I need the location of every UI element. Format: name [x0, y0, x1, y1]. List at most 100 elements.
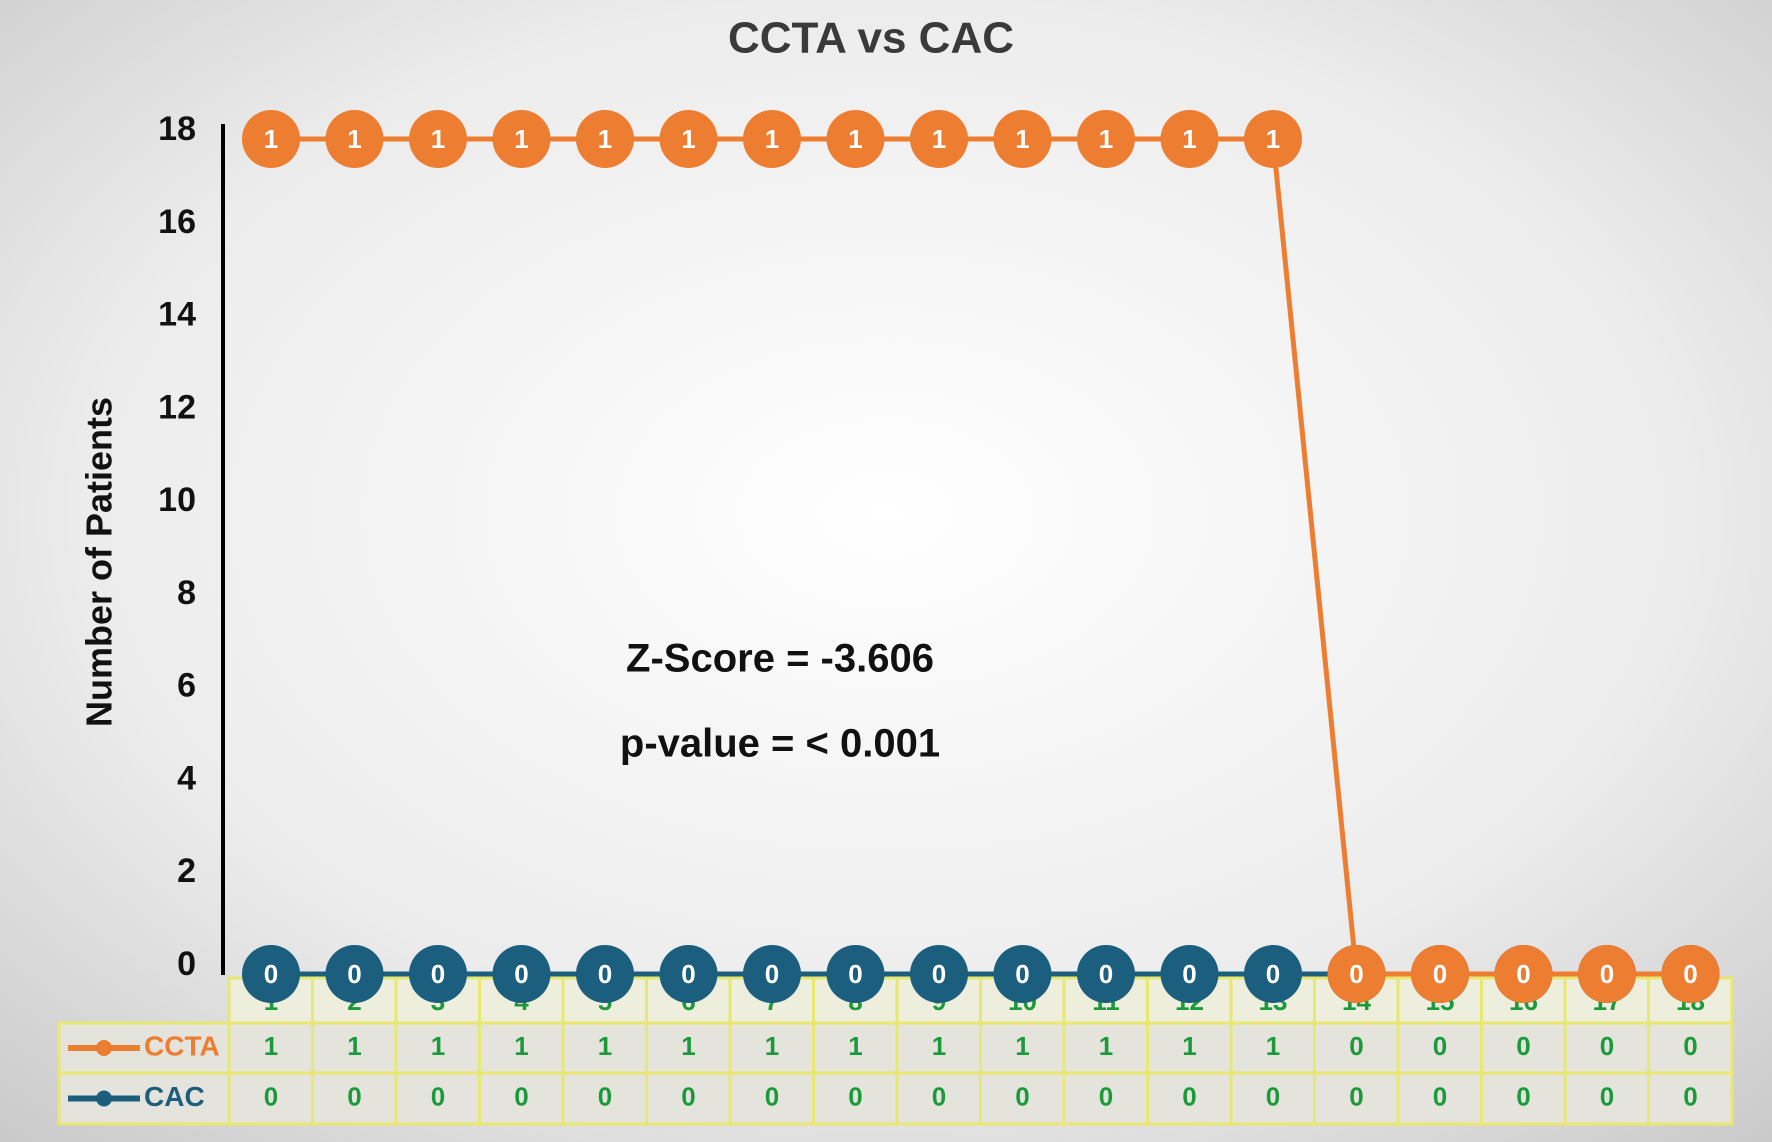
data-label: 0	[681, 959, 695, 989]
annotation: p-value = < 0.001	[620, 722, 940, 766]
data-label: 0	[1516, 959, 1530, 989]
data-label: 1	[598, 124, 612, 154]
legend-label: CCTA	[144, 1030, 220, 1061]
data-label: 0	[1349, 959, 1363, 989]
data-label: 0	[932, 959, 946, 989]
data-point	[659, 110, 718, 168]
data-point	[409, 945, 467, 1003]
data-point	[1327, 945, 1386, 1003]
data-label: 1	[1099, 124, 1113, 154]
data-label: 0	[1683, 959, 1697, 989]
table-cell: 0	[1516, 1081, 1530, 1111]
data-point	[910, 110, 968, 168]
data-label: 1	[681, 124, 695, 154]
y-tick-label: 12	[158, 388, 196, 426]
table-cell: 0	[1516, 1031, 1530, 1061]
legend-marker	[96, 1090, 112, 1107]
data-point	[1578, 945, 1636, 1003]
table-cell: 0	[1015, 1081, 1029, 1111]
table-cell: 0	[1600, 1081, 1614, 1111]
data-label: 1	[431, 124, 445, 154]
table-cell: 0	[347, 1081, 361, 1111]
data-label: 1	[264, 124, 278, 154]
table-cell: 0	[1349, 1031, 1363, 1061]
chart-title: CCTA vs CAC	[728, 14, 1014, 63]
data-label: 0	[431, 959, 445, 989]
legend-label: CAC	[144, 1081, 205, 1112]
table-cell: 0	[765, 1081, 779, 1111]
table-cell: 0	[681, 1081, 695, 1111]
data-point	[1494, 945, 1553, 1003]
table-cell: 1	[598, 1031, 612, 1061]
table-cell: 1	[347, 1031, 361, 1061]
y-tick-label: 14	[158, 296, 196, 334]
table-cell: 1	[1015, 1031, 1029, 1061]
data-label: 1	[932, 124, 946, 154]
y-tick-label: 10	[158, 481, 196, 519]
data-label: 1	[848, 124, 862, 154]
table-cell: 0	[514, 1081, 528, 1111]
table-cell: 1	[514, 1031, 528, 1061]
table-cell: 0	[431, 1081, 445, 1111]
data-point	[492, 945, 551, 1003]
table-cell: 1	[848, 1031, 862, 1061]
data-point	[1411, 945, 1469, 1003]
data-label: 0	[1015, 959, 1029, 989]
data-label: 0	[848, 959, 862, 989]
data-point	[576, 110, 634, 168]
data-label: 1	[347, 124, 361, 154]
data-point	[325, 945, 384, 1003]
data-label: 1	[1266, 124, 1280, 154]
table-cell: 0	[932, 1081, 946, 1111]
data-point	[325, 110, 384, 168]
legend-marker	[96, 1040, 112, 1056]
data-point	[492, 110, 551, 168]
data-label: 0	[1099, 959, 1113, 989]
data-label: 0	[264, 959, 278, 989]
table-cell: 1	[932, 1031, 946, 1061]
data-point	[743, 945, 801, 1003]
data-point	[826, 110, 885, 168]
table-cell: 1	[1099, 1031, 1113, 1061]
data-point	[993, 945, 1052, 1003]
data-point	[993, 110, 1052, 168]
data-point	[743, 110, 801, 168]
table-cell: 1	[264, 1031, 278, 1061]
data-label: 1	[765, 124, 779, 154]
data-label: 1	[1015, 124, 1029, 154]
table-cell: 1	[1182, 1031, 1196, 1061]
table-cell: 0	[848, 1081, 862, 1111]
table-cell: 0	[1683, 1081, 1697, 1111]
data-label: 1	[1182, 124, 1196, 154]
y-tick-label: 18	[158, 110, 196, 148]
table-cell: 1	[681, 1031, 695, 1061]
table-cell: 0	[1182, 1081, 1196, 1111]
data-label: 0	[765, 959, 779, 989]
table-cell: 0	[1683, 1031, 1697, 1061]
table-cell: 1	[431, 1031, 445, 1061]
data-point	[1244, 945, 1302, 1003]
data-point	[1661, 945, 1720, 1003]
data-label: 0	[1266, 959, 1280, 989]
data-point	[826, 945, 885, 1003]
data-label: 0	[514, 959, 528, 989]
data-point	[1160, 110, 1219, 168]
table-cell: 0	[264, 1081, 278, 1111]
y-tick-label: 8	[177, 574, 196, 612]
table-cell: 0	[1266, 1081, 1280, 1111]
y-tick-label: 4	[177, 759, 196, 797]
data-point	[910, 945, 968, 1003]
data-point	[242, 110, 300, 168]
data-label: 1	[514, 124, 528, 154]
data-point	[659, 945, 718, 1003]
data-point	[1077, 110, 1135, 168]
data-label: 0	[598, 959, 612, 989]
y-axis-label: Number of Patients	[79, 397, 120, 727]
data-label: 0	[1433, 959, 1447, 989]
data-point	[1160, 945, 1219, 1003]
table-cell: 0	[598, 1081, 612, 1111]
data-point	[242, 945, 300, 1003]
table-cell: 0	[1099, 1081, 1113, 1111]
